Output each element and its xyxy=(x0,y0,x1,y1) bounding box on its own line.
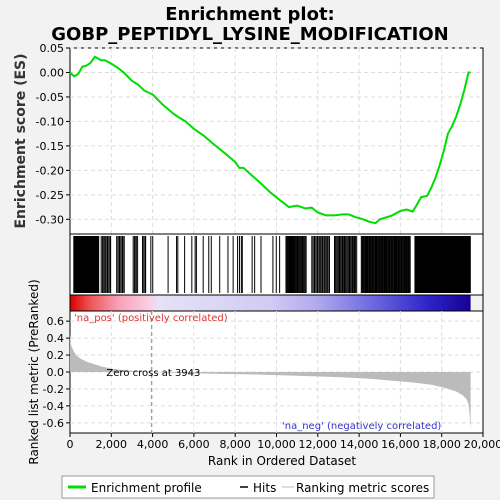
x-tick-label: 0 xyxy=(67,438,74,451)
rank-y-ticks: 0.6 0.4 0.2 0.0 -0.2 -0.4 -0.6 xyxy=(43,315,70,430)
rank-y-tick-label: -0.2 xyxy=(43,383,64,396)
es-y-axis-label: Enrichment score (ES) xyxy=(13,53,29,228)
enrichment-profile-line xyxy=(69,55,471,225)
x-tick-label: 18,000 xyxy=(422,438,461,451)
x-tick-label: 10,000 xyxy=(257,438,296,451)
es-y-ticks: 0.05 0.00 -0.05 -0.10 -0.15 -0.20 -0.25 -0.30 xyxy=(36,42,70,226)
chart-title-line1: Enrichment plot: xyxy=(165,4,335,25)
rank-y-tick-label: 0.6 xyxy=(47,315,65,328)
x-tick-label: 14,000 xyxy=(340,438,379,451)
es-y-tick-label: -0.25 xyxy=(36,189,64,202)
es-y-tick-label: -0.15 xyxy=(36,140,64,153)
rank-y-tick-label: -0.6 xyxy=(43,417,64,430)
x-tick-label: 4,000 xyxy=(137,438,169,451)
x-tick-label: 16,000 xyxy=(381,438,420,451)
es-y-tick-label: -0.30 xyxy=(36,213,64,226)
es-y-tick-label: -0.20 xyxy=(36,164,64,177)
neg-correlated-label: 'na_neg' (negatively correlated) xyxy=(282,421,441,432)
es-y-tick-label: 0.05 xyxy=(40,42,65,55)
rank-y-tick-label: 0.2 xyxy=(47,349,65,362)
x-tick-label: 2,000 xyxy=(96,438,128,451)
zero-cross-label: Zero cross at 3943 xyxy=(106,368,200,379)
rank-y-axis-label: Ranked list metric (PreRanked) xyxy=(27,279,41,464)
x-tick-label: 6,000 xyxy=(178,438,210,451)
rank-y-tick-label: 0.4 xyxy=(47,332,65,345)
x-axis-label: Rank in Ordered Dataset xyxy=(208,454,356,468)
es-y-tick-label: -0.05 xyxy=(36,91,64,104)
es-y-tick-label: -0.10 xyxy=(36,115,64,128)
x-tick-label: 20,000 xyxy=(464,438,500,451)
x-axis-ticks: 0 2,000 4,000 6,000 8,000 10,000 12,000 14,000 1… xyxy=(67,433,500,451)
x-tick-label: 12,000 xyxy=(299,438,338,451)
rank-y-tick-label: 0.0 xyxy=(47,366,65,379)
pos-correlated-label: 'na_pos' (positively correlated) xyxy=(74,313,228,324)
legend: Enrichment profile Hits Ranking metric sco… xyxy=(68,481,429,495)
legend-label-metric: Ranking metric scores xyxy=(296,481,429,495)
legend-label-hits: Hits xyxy=(253,481,276,495)
x-tick-label: 8,000 xyxy=(219,438,251,451)
rank-y-tick-label: -0.4 xyxy=(43,400,64,413)
rank-color-bar xyxy=(70,295,471,311)
es-y-tick-label: 0.00 xyxy=(40,66,65,79)
hits-markers xyxy=(73,236,471,293)
es-grid xyxy=(70,47,483,234)
legend-label-enrichment: Enrichment profile xyxy=(91,481,202,495)
chart-title-line2: GOBP_PEPTIDYL_LYSINE_MODIFICATION xyxy=(51,24,448,45)
